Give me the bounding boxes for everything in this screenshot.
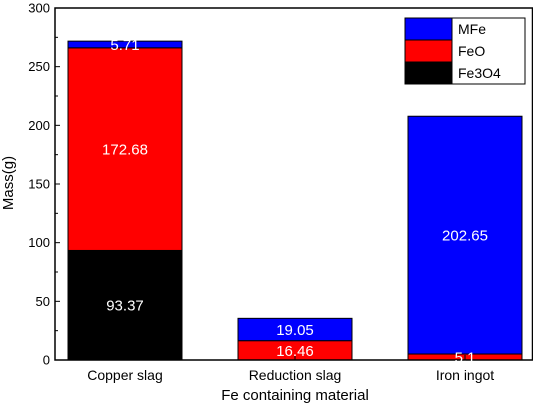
data-label-feo-3: 5.1 [455,350,476,367]
legend-label-mfe: MFe [458,21,486,37]
x-tick-label-3: Iron ingot [436,367,494,383]
legend-swatch-feo [404,39,453,63]
bar-segment-mfe-1 [67,40,183,49]
data-label-mfe-2: 19.05 [276,322,314,339]
bar-segment-fe3o4-1 [67,249,183,361]
data-label-mfe-1: 5.71 [110,37,139,54]
y-tick-label-200: 200 [28,118,50,133]
legend-label-feo: FeO [458,43,485,59]
bar-segment-mfe-2 [237,317,353,342]
legend: MFe FeO Fe3O4 [404,17,526,85]
data-label-feo-1: 172.68 [102,142,148,159]
data-label-feo-2: 16.46 [276,343,314,360]
bars-layer [67,40,523,361]
x-axis-title: Fe containing material [221,387,369,404]
y-tick-label-150: 150 [28,177,50,192]
data-label-mfe-3: 202.65 [442,228,488,245]
data-label-fe3o4-1: 93.37 [106,298,144,315]
data-labels-layer: 93.37 172.68 5.71 16.46 19.05 5.1 202.65 [102,37,488,367]
y-tick-label-250: 250 [28,59,50,74]
y-axis-title: Mass(g) [0,156,17,210]
legend-swatch-fe3o4 [404,61,453,85]
bar-segment-mfe-3 [407,115,523,355]
y-tick-label-100: 100 [28,235,50,250]
x-tick-label-1: Copper slag [87,367,163,383]
legend-label-fe3o4: Fe3O4 [458,65,501,81]
bar-segment-feo-1 [67,47,183,251]
y-tick-label-50: 50 [36,294,50,309]
y-tick-label-0: 0 [43,353,50,368]
legend-swatch-mfe [404,17,453,41]
x-tick-label-2: Reduction slag [249,367,342,383]
y-tick-label-300: 300 [28,1,50,16]
